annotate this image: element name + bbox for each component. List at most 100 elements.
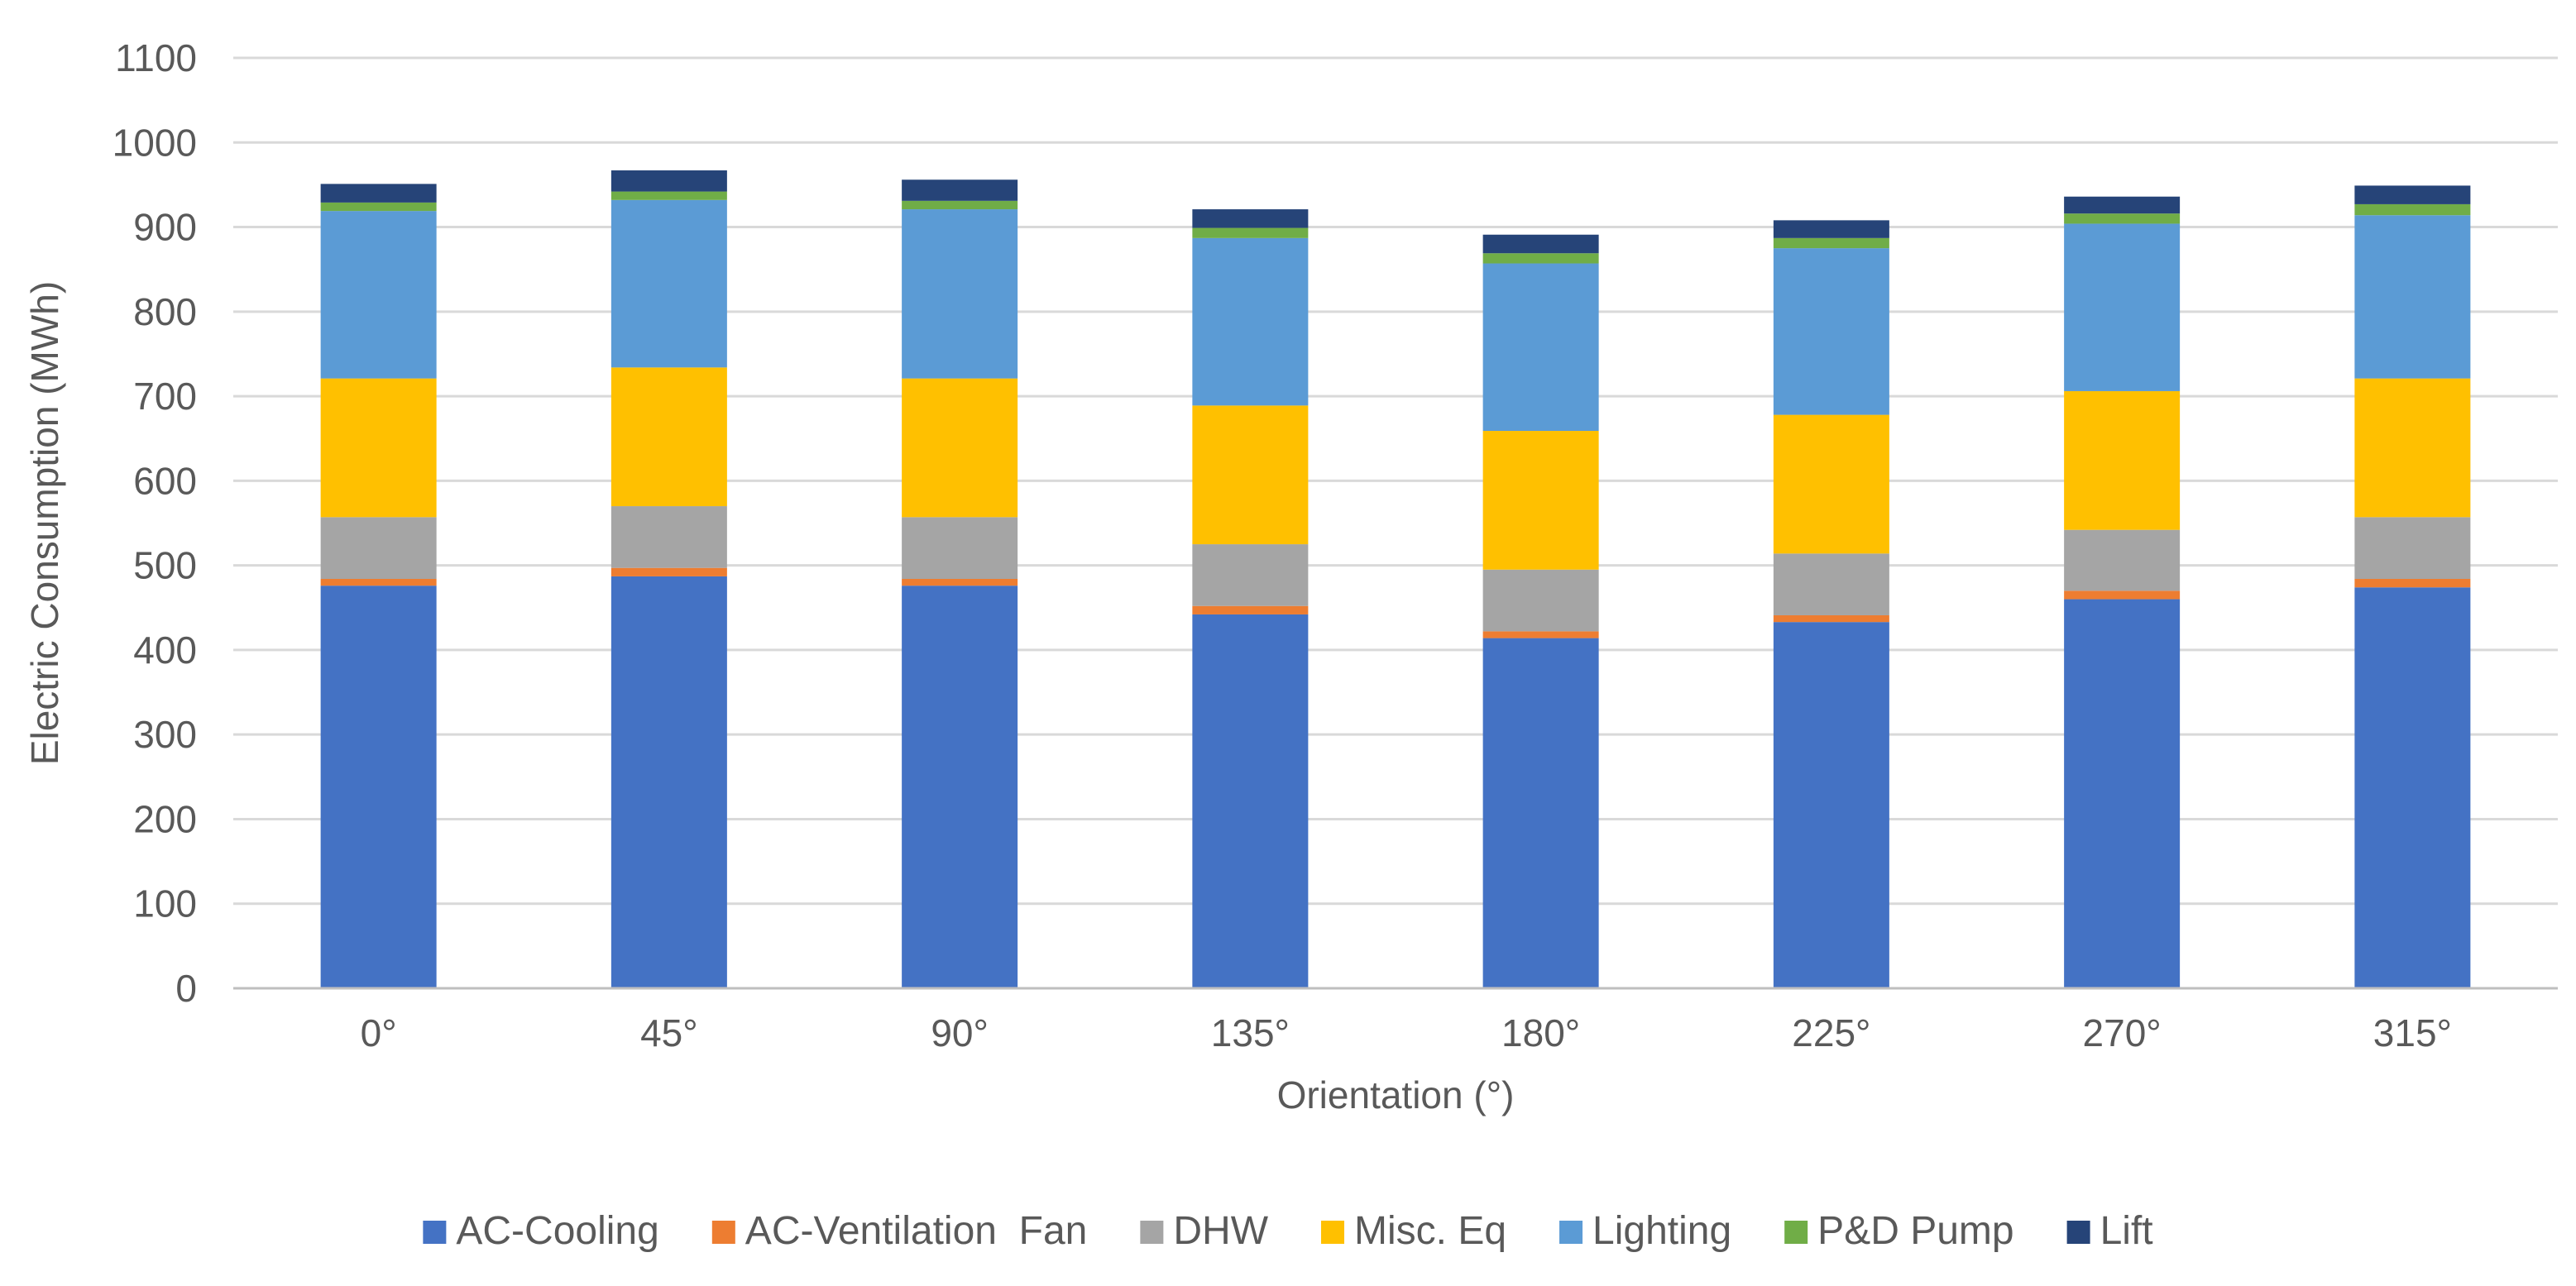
legend-swatch xyxy=(1321,1221,1345,1244)
bar-segment xyxy=(2354,203,2471,216)
legend-item: Lighting xyxy=(1559,1209,1731,1253)
legend-item: Lift xyxy=(2066,1209,2153,1253)
legend-item: AC-Ventilation Fan xyxy=(711,1209,1088,1253)
x-tick-label: 180° xyxy=(1501,1011,1580,1054)
legend-label: DHW xyxy=(1173,1209,1268,1253)
bar-segment xyxy=(2354,378,2471,518)
bar-segment xyxy=(1773,553,1889,615)
y-tick-label: 100 xyxy=(133,882,197,925)
legend-swatch xyxy=(1140,1221,1164,1244)
bar-segment xyxy=(1482,234,1599,254)
bar-segment xyxy=(610,576,727,988)
bar-segment xyxy=(902,378,1018,518)
bar-segment xyxy=(320,202,437,212)
x-axis-title: Orientation (°) xyxy=(1277,1073,1515,1116)
legend-swatch xyxy=(1559,1221,1583,1244)
y-tick-label: 900 xyxy=(133,206,197,249)
y-tick-label: 800 xyxy=(133,290,197,333)
bar-segment xyxy=(2064,529,2181,591)
bar-segment xyxy=(2064,599,2181,988)
bar-segment xyxy=(1773,622,1889,988)
y-tick-label: 700 xyxy=(133,375,197,418)
bar-segment xyxy=(1773,237,1889,249)
bar-segment xyxy=(610,567,727,576)
bar-segment xyxy=(610,506,727,568)
y-tick-label: 300 xyxy=(133,713,197,756)
bar-segment xyxy=(2354,185,2471,204)
y-tick-label: 600 xyxy=(133,459,197,502)
bar-segment xyxy=(610,191,727,200)
bar-segment xyxy=(1192,237,1309,406)
bar-segment xyxy=(1192,614,1309,988)
x-tick-label: 315° xyxy=(2373,1011,2452,1054)
bar-segment xyxy=(320,579,437,586)
bar-segment xyxy=(1192,209,1309,228)
bar-segment xyxy=(610,199,727,368)
bar-segment xyxy=(902,209,1018,379)
bar-segment xyxy=(1482,638,1599,988)
bar-segment xyxy=(902,200,1018,210)
y-tick-label: 500 xyxy=(133,544,197,587)
legend-label: Misc. Eq xyxy=(1354,1209,1506,1253)
bar-segment xyxy=(320,586,437,988)
legend-item: DHW xyxy=(1140,1209,1269,1253)
bar-segment xyxy=(1482,569,1599,632)
bar-segment xyxy=(902,517,1018,579)
bar-segment xyxy=(1482,631,1599,638)
bar-segment xyxy=(1773,614,1889,623)
bar-segment xyxy=(1192,544,1309,606)
bar-segment xyxy=(1482,431,1599,570)
x-tick-label: 45° xyxy=(640,1011,698,1054)
bar-segment xyxy=(1192,227,1309,238)
legend-swatch xyxy=(2066,1221,2090,1244)
bar-segment xyxy=(2064,390,2181,530)
bar-segment xyxy=(2354,517,2471,579)
bar-segment xyxy=(2064,213,2181,224)
bar-segment xyxy=(320,378,437,518)
bar-segment xyxy=(320,184,437,203)
x-tick-label: 270° xyxy=(2083,1011,2162,1054)
bar-segment xyxy=(1482,263,1599,432)
legend-label: Lighting xyxy=(1592,1209,1731,1253)
bar-segment xyxy=(902,586,1018,988)
bar-segment xyxy=(902,179,1018,201)
bar-segment xyxy=(1773,414,1889,554)
x-axis-ticks: 0° 45° 90° 135° 180° 225° 270° 315° xyxy=(361,1011,2452,1054)
bar-segment xyxy=(1192,405,1309,545)
bar-segment xyxy=(2064,196,2181,214)
legend-swatch xyxy=(711,1221,735,1244)
legend: AC-Cooling AC-Ventilation Fan DHW Misc. Eq L… xyxy=(423,1209,2153,1253)
legend-swatch xyxy=(1784,1221,1808,1244)
legend-item: Misc. Eq xyxy=(1321,1209,1506,1253)
bar-segment xyxy=(1773,248,1889,415)
legend-label: P&D Pump xyxy=(1817,1209,2013,1253)
y-tick-label: 1100 xyxy=(115,36,197,79)
x-tick-label: 225° xyxy=(1792,1011,1870,1054)
y-tick-label: 200 xyxy=(133,797,197,840)
x-tick-label: 90° xyxy=(931,1011,989,1054)
bar-segment xyxy=(2064,590,2181,600)
bar-segment xyxy=(2064,223,2181,391)
gridlines xyxy=(233,56,2558,906)
y-tick-label: 0 xyxy=(175,967,197,1010)
legend-label: AC-Ventilation Fan xyxy=(745,1209,1088,1253)
legend-swatch xyxy=(423,1221,447,1244)
bar-segment xyxy=(610,367,727,507)
bar-segment xyxy=(2354,215,2471,379)
y-axis-ticks: 0 100 200 300 400 500 600 700 800 900 1000 1100 xyxy=(113,36,197,1010)
x-tick-label: 0° xyxy=(361,1011,397,1054)
bars xyxy=(320,170,2471,988)
y-tick-label: 400 xyxy=(133,629,197,672)
bar-segment xyxy=(2354,579,2471,588)
legend-label: AC-Cooling xyxy=(456,1209,658,1253)
bar-segment xyxy=(902,579,1018,586)
legend-item: P&D Pump xyxy=(1784,1209,2014,1253)
bar-segment xyxy=(320,517,437,579)
bar-segment xyxy=(610,170,727,192)
bar-segment xyxy=(2354,587,2471,988)
bar-segment xyxy=(320,211,437,379)
y-axis-title: Electric Consumption (MWh) xyxy=(23,281,66,765)
bar-segment xyxy=(1192,605,1309,614)
y-tick-label: 1000 xyxy=(113,121,197,164)
